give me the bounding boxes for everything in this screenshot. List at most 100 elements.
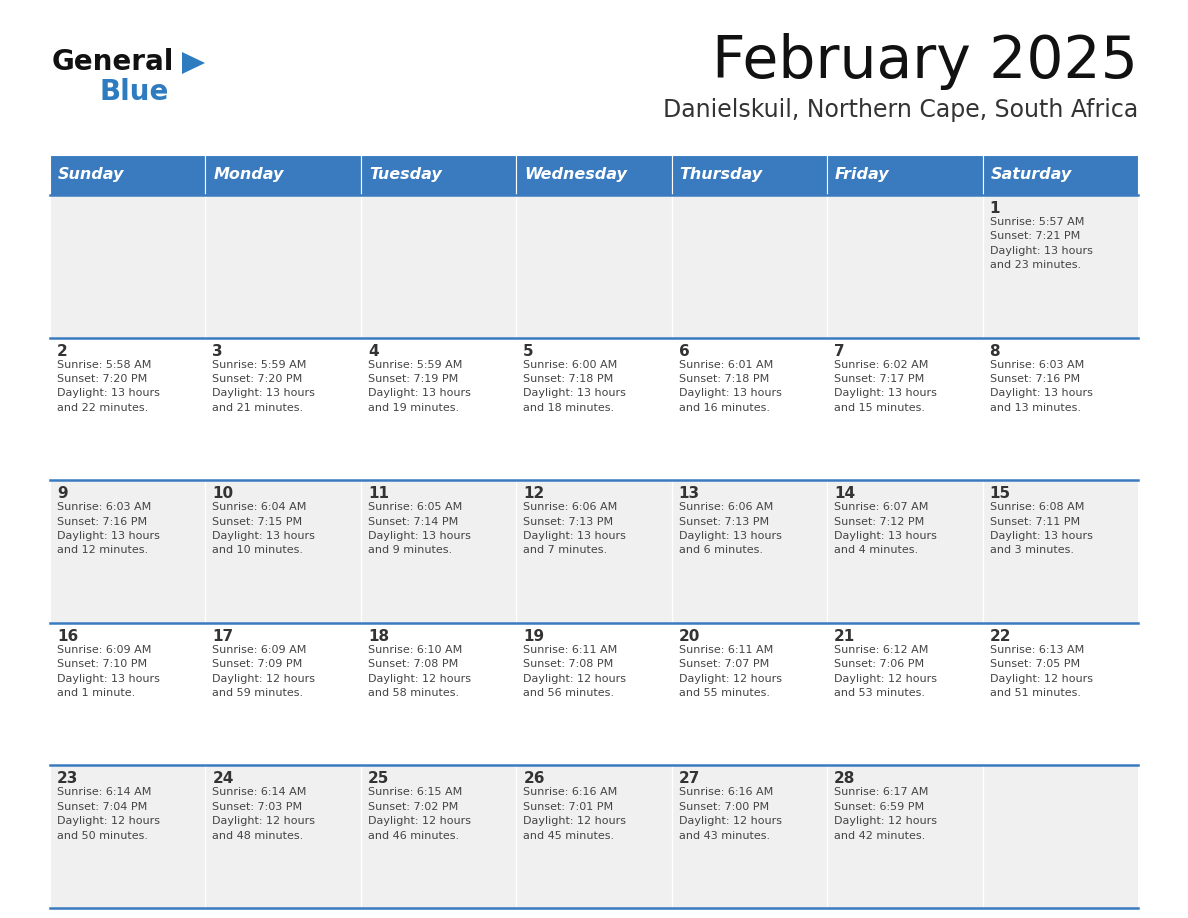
Text: 17: 17 bbox=[213, 629, 234, 644]
Text: Blue: Blue bbox=[100, 78, 170, 106]
Text: 2: 2 bbox=[57, 343, 68, 359]
Bar bbox=[206, 480, 361, 622]
Text: 28: 28 bbox=[834, 771, 855, 787]
Text: Sunrise: 6:03 AM
Sunset: 7:16 PM
Daylight: 13 hours
and 13 minutes.: Sunrise: 6:03 AM Sunset: 7:16 PM Dayligh… bbox=[990, 360, 1093, 413]
Text: 22: 22 bbox=[990, 629, 1011, 644]
Text: Sunrise: 6:06 AM
Sunset: 7:13 PM
Daylight: 13 hours
and 7 minutes.: Sunrise: 6:06 AM Sunset: 7:13 PM Dayligh… bbox=[523, 502, 626, 555]
Text: 26: 26 bbox=[523, 771, 545, 787]
Text: Sunrise: 6:10 AM
Sunset: 7:08 PM
Daylight: 12 hours
and 58 minutes.: Sunrise: 6:10 AM Sunset: 7:08 PM Dayligh… bbox=[368, 644, 470, 698]
Bar bbox=[50, 155, 206, 195]
Text: Sunrise: 6:16 AM
Sunset: 7:00 PM
Daylight: 12 hours
and 43 minutes.: Sunrise: 6:16 AM Sunset: 7:00 PM Dayligh… bbox=[678, 788, 782, 841]
Bar bbox=[671, 766, 827, 908]
Polygon shape bbox=[182, 52, 206, 74]
Bar bbox=[517, 766, 671, 908]
Bar bbox=[671, 195, 827, 338]
Bar bbox=[982, 195, 1138, 338]
Bar bbox=[982, 766, 1138, 908]
Text: 6: 6 bbox=[678, 343, 689, 359]
Text: Sunrise: 6:00 AM
Sunset: 7:18 PM
Daylight: 13 hours
and 18 minutes.: Sunrise: 6:00 AM Sunset: 7:18 PM Dayligh… bbox=[523, 360, 626, 413]
Bar bbox=[671, 622, 827, 766]
Text: 24: 24 bbox=[213, 771, 234, 787]
Text: 7: 7 bbox=[834, 343, 845, 359]
Bar bbox=[517, 155, 671, 195]
Bar bbox=[982, 480, 1138, 622]
Text: Monday: Monday bbox=[214, 167, 284, 183]
Bar bbox=[361, 766, 517, 908]
Text: 4: 4 bbox=[368, 343, 379, 359]
Text: 12: 12 bbox=[523, 487, 544, 501]
Text: Sunrise: 6:17 AM
Sunset: 6:59 PM
Daylight: 12 hours
and 42 minutes.: Sunrise: 6:17 AM Sunset: 6:59 PM Dayligh… bbox=[834, 788, 937, 841]
Bar bbox=[671, 480, 827, 622]
Bar bbox=[827, 622, 982, 766]
Text: Sunrise: 6:04 AM
Sunset: 7:15 PM
Daylight: 13 hours
and 10 minutes.: Sunrise: 6:04 AM Sunset: 7:15 PM Dayligh… bbox=[213, 502, 315, 555]
Bar bbox=[361, 622, 517, 766]
Text: Friday: Friday bbox=[835, 167, 890, 183]
Text: 18: 18 bbox=[368, 629, 388, 644]
Text: Sunrise: 6:15 AM
Sunset: 7:02 PM
Daylight: 12 hours
and 46 minutes.: Sunrise: 6:15 AM Sunset: 7:02 PM Dayligh… bbox=[368, 788, 470, 841]
Bar bbox=[50, 480, 206, 622]
Bar bbox=[206, 622, 361, 766]
Bar bbox=[361, 480, 517, 622]
Text: 27: 27 bbox=[678, 771, 700, 787]
Text: 5: 5 bbox=[523, 343, 533, 359]
Bar bbox=[50, 338, 206, 480]
Bar bbox=[982, 338, 1138, 480]
Text: 20: 20 bbox=[678, 629, 700, 644]
Text: Sunrise: 5:59 AM
Sunset: 7:20 PM
Daylight: 13 hours
and 21 minutes.: Sunrise: 5:59 AM Sunset: 7:20 PM Dayligh… bbox=[213, 360, 315, 413]
Text: Sunrise: 6:03 AM
Sunset: 7:16 PM
Daylight: 13 hours
and 12 minutes.: Sunrise: 6:03 AM Sunset: 7:16 PM Dayligh… bbox=[57, 502, 160, 555]
Text: Sunrise: 6:02 AM
Sunset: 7:17 PM
Daylight: 13 hours
and 15 minutes.: Sunrise: 6:02 AM Sunset: 7:17 PM Dayligh… bbox=[834, 360, 937, 413]
Bar bbox=[827, 155, 982, 195]
Bar bbox=[517, 622, 671, 766]
Text: 1: 1 bbox=[990, 201, 1000, 216]
Bar bbox=[361, 155, 517, 195]
Text: General: General bbox=[52, 48, 175, 76]
Text: Sunrise: 6:16 AM
Sunset: 7:01 PM
Daylight: 12 hours
and 45 minutes.: Sunrise: 6:16 AM Sunset: 7:01 PM Dayligh… bbox=[523, 788, 626, 841]
Bar bbox=[50, 195, 206, 338]
Text: 23: 23 bbox=[57, 771, 78, 787]
Text: 8: 8 bbox=[990, 343, 1000, 359]
Bar bbox=[50, 766, 206, 908]
Bar bbox=[982, 155, 1138, 195]
Text: 3: 3 bbox=[213, 343, 223, 359]
Bar bbox=[671, 338, 827, 480]
Text: Sunrise: 6:06 AM
Sunset: 7:13 PM
Daylight: 13 hours
and 6 minutes.: Sunrise: 6:06 AM Sunset: 7:13 PM Dayligh… bbox=[678, 502, 782, 555]
Bar bbox=[206, 195, 361, 338]
Text: 16: 16 bbox=[57, 629, 78, 644]
Text: Sunrise: 6:09 AM
Sunset: 7:09 PM
Daylight: 12 hours
and 59 minutes.: Sunrise: 6:09 AM Sunset: 7:09 PM Dayligh… bbox=[213, 644, 316, 698]
Text: Danielskuil, Northern Cape, South Africa: Danielskuil, Northern Cape, South Africa bbox=[663, 98, 1138, 122]
Text: 11: 11 bbox=[368, 487, 388, 501]
Text: 25: 25 bbox=[368, 771, 390, 787]
Bar bbox=[206, 338, 361, 480]
Bar bbox=[361, 195, 517, 338]
Text: Sunrise: 5:58 AM
Sunset: 7:20 PM
Daylight: 13 hours
and 22 minutes.: Sunrise: 5:58 AM Sunset: 7:20 PM Dayligh… bbox=[57, 360, 160, 413]
Text: Tuesday: Tuesday bbox=[368, 167, 442, 183]
Bar bbox=[827, 338, 982, 480]
Bar bbox=[671, 155, 827, 195]
Bar bbox=[982, 622, 1138, 766]
Bar bbox=[517, 480, 671, 622]
Text: 15: 15 bbox=[990, 487, 1011, 501]
Bar bbox=[361, 338, 517, 480]
Text: 19: 19 bbox=[523, 629, 544, 644]
Text: Sunrise: 6:13 AM
Sunset: 7:05 PM
Daylight: 12 hours
and 51 minutes.: Sunrise: 6:13 AM Sunset: 7:05 PM Dayligh… bbox=[990, 644, 1093, 698]
Text: February 2025: February 2025 bbox=[712, 33, 1138, 90]
Text: Sunrise: 6:07 AM
Sunset: 7:12 PM
Daylight: 13 hours
and 4 minutes.: Sunrise: 6:07 AM Sunset: 7:12 PM Dayligh… bbox=[834, 502, 937, 555]
Text: Sunrise: 6:11 AM
Sunset: 7:08 PM
Daylight: 12 hours
and 56 minutes.: Sunrise: 6:11 AM Sunset: 7:08 PM Dayligh… bbox=[523, 644, 626, 698]
Bar bbox=[827, 195, 982, 338]
Text: Sunrise: 6:09 AM
Sunset: 7:10 PM
Daylight: 13 hours
and 1 minute.: Sunrise: 6:09 AM Sunset: 7:10 PM Dayligh… bbox=[57, 644, 160, 698]
Text: Sunday: Sunday bbox=[58, 167, 125, 183]
Bar bbox=[827, 480, 982, 622]
Text: Sunrise: 6:01 AM
Sunset: 7:18 PM
Daylight: 13 hours
and 16 minutes.: Sunrise: 6:01 AM Sunset: 7:18 PM Dayligh… bbox=[678, 360, 782, 413]
Bar bbox=[827, 766, 982, 908]
Text: Sunrise: 6:11 AM
Sunset: 7:07 PM
Daylight: 12 hours
and 55 minutes.: Sunrise: 6:11 AM Sunset: 7:07 PM Dayligh… bbox=[678, 644, 782, 698]
Text: 14: 14 bbox=[834, 487, 855, 501]
Text: Sunrise: 5:57 AM
Sunset: 7:21 PM
Daylight: 13 hours
and 23 minutes.: Sunrise: 5:57 AM Sunset: 7:21 PM Dayligh… bbox=[990, 217, 1093, 270]
Text: 21: 21 bbox=[834, 629, 855, 644]
Bar bbox=[517, 195, 671, 338]
Text: Sunrise: 6:14 AM
Sunset: 7:03 PM
Daylight: 12 hours
and 48 minutes.: Sunrise: 6:14 AM Sunset: 7:03 PM Dayligh… bbox=[213, 788, 316, 841]
Text: Sunrise: 6:08 AM
Sunset: 7:11 PM
Daylight: 13 hours
and 3 minutes.: Sunrise: 6:08 AM Sunset: 7:11 PM Dayligh… bbox=[990, 502, 1093, 555]
Text: Sunrise: 6:14 AM
Sunset: 7:04 PM
Daylight: 12 hours
and 50 minutes.: Sunrise: 6:14 AM Sunset: 7:04 PM Dayligh… bbox=[57, 788, 160, 841]
Text: 10: 10 bbox=[213, 487, 234, 501]
Text: Sunrise: 6:05 AM
Sunset: 7:14 PM
Daylight: 13 hours
and 9 minutes.: Sunrise: 6:05 AM Sunset: 7:14 PM Dayligh… bbox=[368, 502, 470, 555]
Bar bbox=[517, 338, 671, 480]
